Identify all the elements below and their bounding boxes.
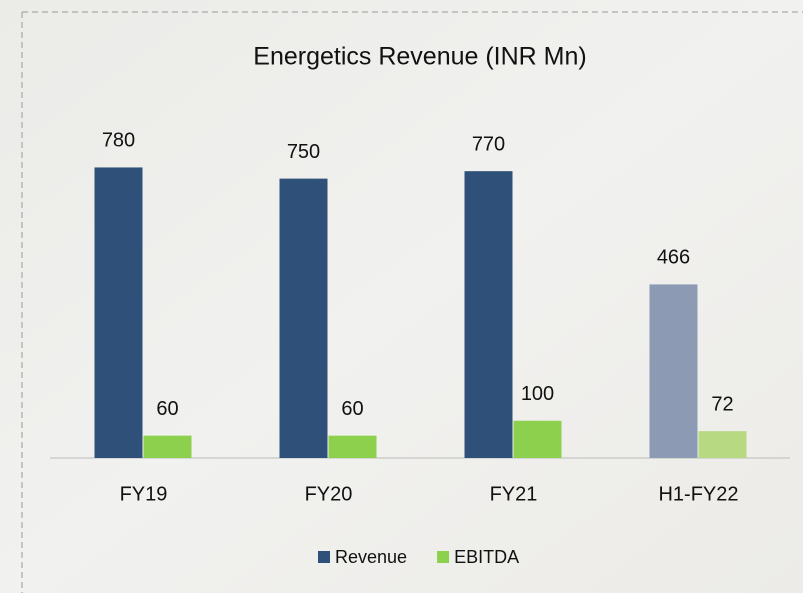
value-label: 100 — [521, 383, 554, 405]
legend-swatch — [437, 551, 450, 563]
x-tick-label: FY20 — [305, 483, 353, 505]
value-label: 60 — [341, 398, 363, 420]
value-label: 750 — [287, 141, 320, 163]
bar — [279, 178, 328, 458]
legend-label: Revenue — [335, 547, 407, 567]
legend-label: EBITDA — [454, 547, 519, 567]
x-tick-label: FY21 — [490, 483, 538, 505]
value-label: 770 — [472, 133, 505, 155]
value-label: 72 — [711, 393, 733, 415]
bar — [328, 435, 377, 458]
bar — [94, 167, 143, 458]
x-tick-label: H1-FY22 — [658, 483, 738, 505]
value-label: 466 — [657, 247, 690, 269]
x-tick-label: FY19 — [120, 483, 168, 505]
chart-title: Energetics Revenue (INR Mn) — [253, 43, 586, 71]
bar — [464, 171, 513, 459]
bar — [698, 431, 747, 458]
bar — [513, 420, 562, 458]
bar — [649, 284, 698, 458]
legend-swatch — [318, 551, 330, 563]
value-label: 60 — [156, 398, 178, 420]
value-label: 780 — [102, 130, 135, 152]
bar — [143, 435, 192, 458]
